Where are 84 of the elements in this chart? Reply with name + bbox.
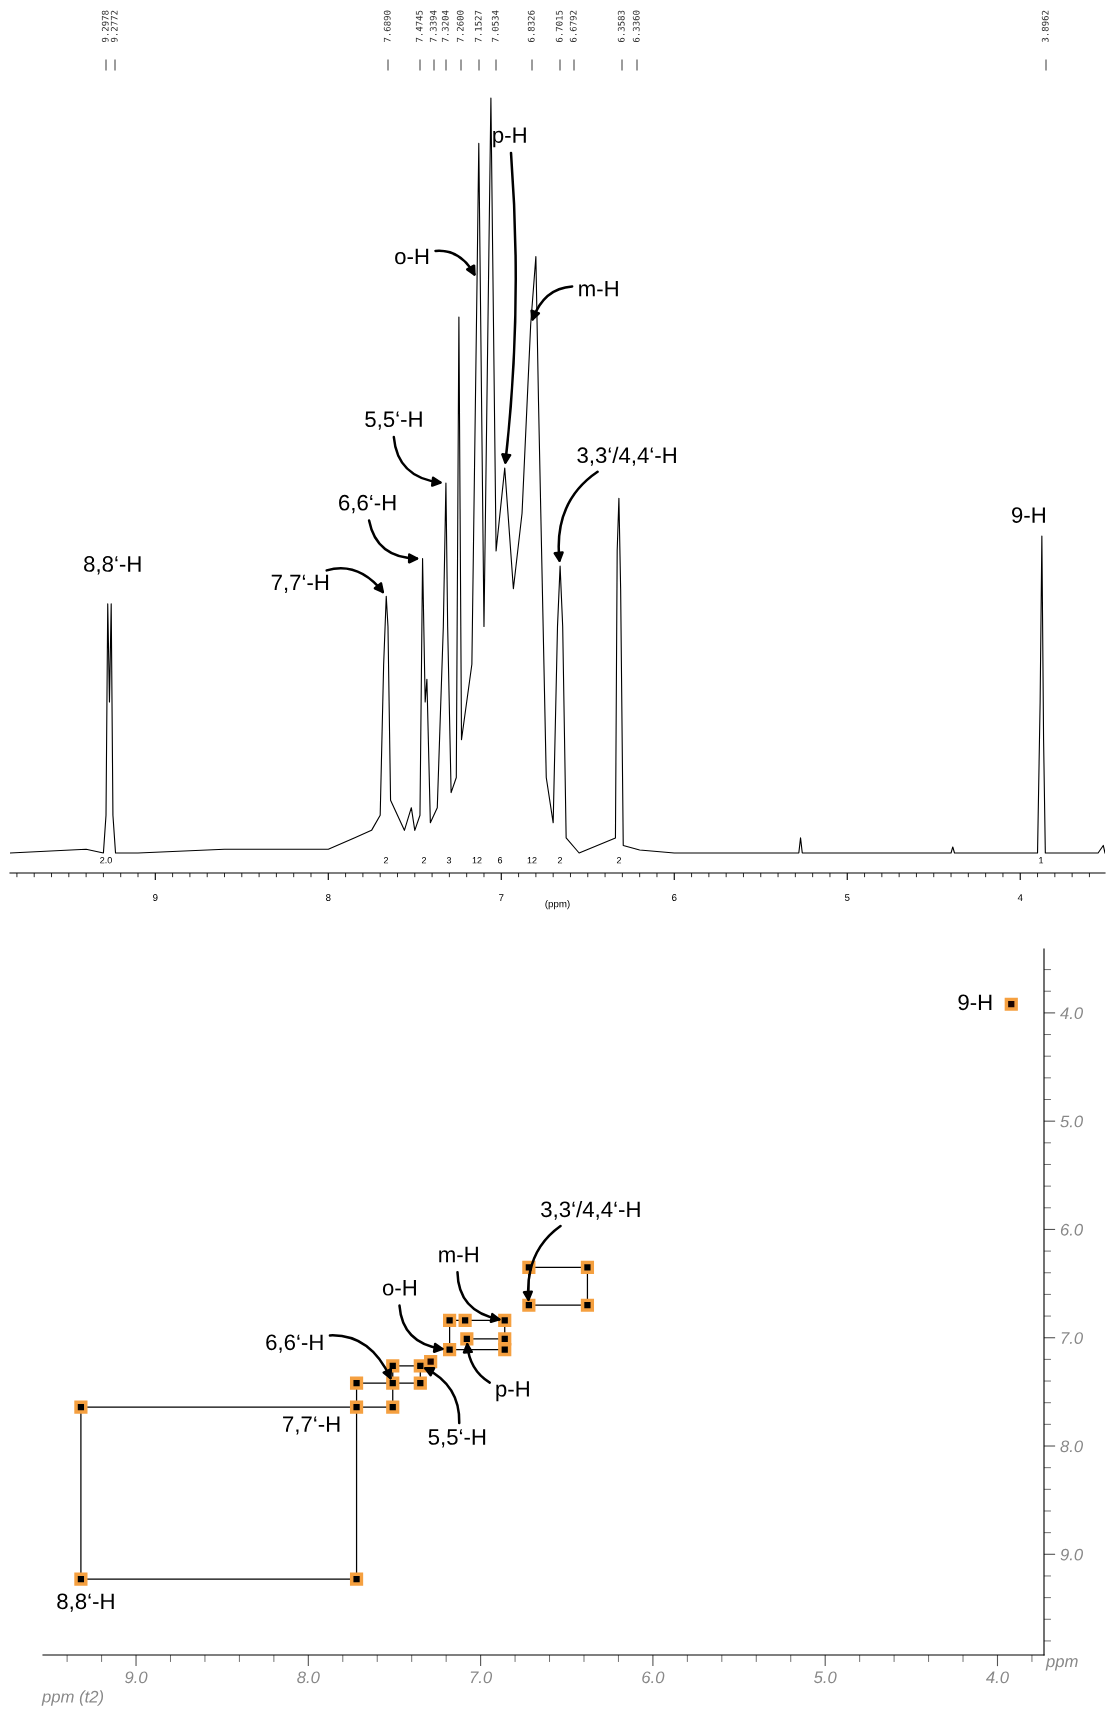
- y-axis-title: ppm: [1045, 1658, 1078, 1671]
- point: [74, 1572, 88, 1586]
- y-tick-label: 8.0: [1060, 1440, 1083, 1453]
- point: [386, 1359, 400, 1373]
- annotation: p-H: [493, 127, 526, 148]
- point: [580, 1298, 595, 1312]
- annotation: m-H: [579, 281, 618, 297]
- annotation: 6,6‘-H: [266, 1334, 323, 1353]
- annotation: o-H: [382, 1280, 416, 1296]
- text: 7.0534: [491, 10, 499, 42]
- y-tick-label: 6.0: [1060, 1223, 1083, 1236]
- point: [349, 1572, 364, 1586]
- x-axis-title: (ppm): [545, 900, 570, 910]
- text: 2: [557, 857, 563, 864]
- text: 2: [421, 857, 427, 864]
- x-tick-label: 7.0: [470, 1671, 493, 1684]
- annotation: 5,5‘-H: [428, 1429, 486, 1448]
- text: 12: [472, 857, 482, 864]
- point: [460, 1332, 474, 1346]
- point: [386, 1400, 400, 1414]
- x-tick-label: 8.0: [297, 1671, 320, 1684]
- text: 6.3583: [617, 10, 625, 43]
- text: 6.7015: [555, 10, 563, 43]
- x-tick-label: 9: [153, 894, 158, 901]
- text: 6: [497, 857, 503, 864]
- point: [74, 1400, 88, 1414]
- point: [522, 1298, 536, 1312]
- point: [580, 1260, 595, 1274]
- annotation: 5,5‘-H: [365, 411, 422, 430]
- text: 9.2978: [101, 10, 109, 43]
- x-tick-label: 6: [672, 894, 677, 901]
- point: [413, 1376, 427, 1390]
- text: 7.4745: [415, 10, 423, 42]
- point: [424, 1354, 438, 1369]
- text: 2: [616, 857, 622, 864]
- text: 7.3204: [441, 10, 449, 42]
- text: 3.8962: [1041, 10, 1049, 43]
- text: 2: [383, 857, 389, 864]
- point: [386, 1376, 400, 1390]
- text: 6.6792: [569, 10, 577, 43]
- annotation: 8,8‘-H: [84, 556, 141, 575]
- annotation: 6,6‘-H: [339, 494, 396, 514]
- text: 6.3360: [632, 10, 640, 43]
- x-axis-title: ppm (t2): [41, 1690, 104, 1706]
- text: 7.3394: [429, 10, 437, 42]
- annotation: 7,7‘-H: [283, 1416, 340, 1435]
- x-tick-label: 9.0: [125, 1671, 148, 1684]
- annotation: 9-H: [958, 994, 992, 1011]
- text: 1: [1039, 857, 1044, 864]
- annotation: 8,8‘-H: [57, 1593, 114, 1612]
- text: 7.6890: [383, 10, 391, 42]
- annotation: o-H: [395, 248, 429, 265]
- point: [498, 1332, 512, 1346]
- text: 2.0: [100, 857, 112, 864]
- annotation: 9-H: [1012, 507, 1045, 523]
- point: [443, 1343, 457, 1357]
- point: [349, 1376, 364, 1390]
- annotation: 7,7‘-H: [271, 574, 329, 593]
- point: [1004, 997, 1018, 1011]
- y-tick-label: 9.0: [1060, 1548, 1083, 1561]
- text: 12: [527, 857, 537, 864]
- y-tick-label: 4.0: [1060, 1007, 1083, 1020]
- point: [498, 1313, 512, 1328]
- text: 6.8326: [527, 10, 535, 43]
- x-tick-label: 8: [326, 894, 331, 901]
- x-tick-label: 7: [499, 894, 504, 901]
- y-tick-label: 5.0: [1060, 1115, 1083, 1128]
- annotation: 3,3‘/4,4‘-H: [541, 1200, 640, 1220]
- x-tick-label: 4.0: [986, 1671, 1009, 1684]
- point: [458, 1313, 472, 1328]
- text: 7.2600: [456, 10, 464, 42]
- text: 7.1527: [474, 10, 482, 42]
- annotation: p-H: [496, 1381, 529, 1402]
- annotation: m-H: [439, 1246, 478, 1263]
- x-tick-label: 5.0: [813, 1671, 837, 1684]
- x-tick-label: 6.0: [642, 1671, 665, 1684]
- text: 3: [446, 857, 452, 864]
- annotation: 3,3‘/4,4‘-H: [577, 446, 676, 466]
- y-tick-label: 7.0: [1061, 1332, 1083, 1344]
- text: 9.2772: [110, 10, 118, 43]
- point: [443, 1313, 457, 1328]
- point: [349, 1400, 364, 1414]
- x-tick-label: 4: [1017, 894, 1023, 901]
- x-tick-label: 5: [844, 894, 850, 901]
